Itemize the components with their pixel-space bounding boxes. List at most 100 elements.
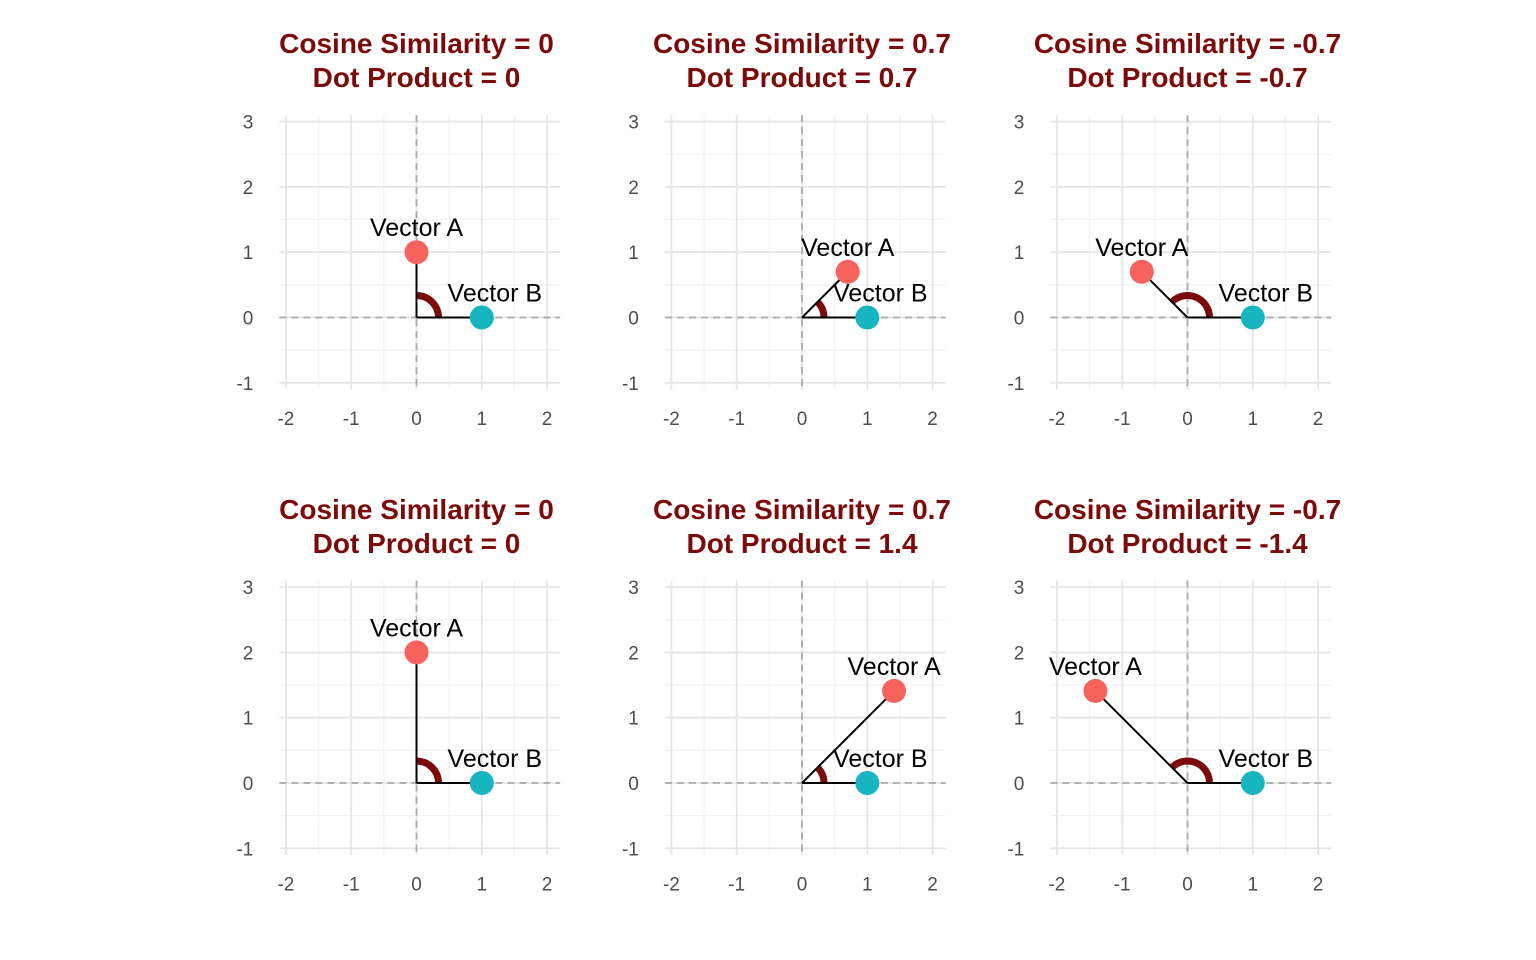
y-tick-label: -1	[236, 839, 253, 860]
x-tick-label: 0	[411, 409, 422, 430]
y-tick-label: 0	[1014, 309, 1025, 330]
angle-arc	[416, 757, 442, 784]
vector-a-label: Vector A	[1095, 234, 1188, 262]
panel-subtitle: Dot Product = 0	[313, 62, 521, 93]
x-tick-label: 0	[1182, 874, 1193, 895]
x-tick-label: -2	[277, 874, 294, 895]
x-tick-label: 0	[797, 409, 808, 430]
y-tick-label: 3	[628, 113, 639, 134]
panel-1: -2 -1 0 1 2 3 2 1 0 -1 Vector A Vector B Cosine Simi…	[236, 28, 561, 430]
x-tick-label: 1	[477, 874, 488, 895]
x-tick-label: -1	[343, 874, 360, 895]
vector-a-point	[404, 240, 429, 265]
x-tick-label: -1	[728, 874, 745, 895]
x-tick-label: 1	[1248, 409, 1259, 430]
vector-a-point	[404, 640, 429, 665]
y-tick-label: 0	[1014, 774, 1025, 795]
y-tick-label: 0	[628, 774, 639, 795]
vector-b-point	[855, 771, 880, 795]
y-tick-label: 2	[243, 643, 254, 664]
panel-title: Cosine Similarity = 0.7	[653, 28, 951, 59]
vector-b-label: Vector B	[833, 280, 928, 308]
y-tick-label: 3	[243, 113, 254, 134]
x-tick-label: 1	[862, 874, 873, 895]
y-tick-label: 0	[243, 774, 254, 795]
angle-arc	[416, 292, 442, 318]
y-tick-label: 2	[1014, 643, 1025, 664]
vector-a-label: Vector A	[370, 614, 463, 642]
panel-5: -2 -1 0 1 2 3 2 1 0 -1 Vector A Vector B Cosine Simi…	[622, 494, 951, 895]
x-tick-label: 0	[797, 874, 808, 895]
x-tick-label: 2	[1313, 874, 1324, 895]
panel-4: -2 -1 0 1 2 3 2 1 0 -1 Vector A Vector B Cosine Simi…	[236, 494, 561, 895]
vector-b-point	[855, 305, 880, 330]
x-tick-label: -2	[1048, 409, 1065, 430]
panel-title: Cosine Similarity = -0.7	[1034, 28, 1341, 59]
panel-6: -2 -1 0 1 2 3 2 1 0 -1 Vector A Vector B Cosine Simi…	[1007, 494, 1341, 895]
x-tick-label: -2	[277, 409, 294, 430]
x-tick-label: 0	[411, 874, 422, 895]
x-tick-label: -2	[663, 874, 680, 895]
vector-a-point	[1129, 259, 1154, 284]
angle-arc	[814, 299, 828, 318]
y-tick-label: 1	[628, 243, 639, 264]
y-tick-label: 3	[1014, 578, 1025, 599]
vector-b-label: Vector B	[448, 745, 543, 773]
angle-arc	[1169, 757, 1213, 784]
x-tick-label: 1	[477, 409, 488, 430]
x-tick-label: -2	[1048, 874, 1065, 895]
y-tick-label: 2	[1014, 178, 1025, 199]
x-tick-label: 2	[1313, 409, 1324, 430]
y-tick-label: 2	[243, 178, 254, 199]
y-tick-label: 1	[628, 709, 639, 730]
x-tick-label: -1	[1114, 409, 1131, 430]
y-tick-label: 3	[243, 578, 254, 599]
vector-a-label: Vector A	[1049, 653, 1142, 681]
vector-a-point	[1083, 678, 1108, 703]
x-tick-label: 0	[1182, 409, 1193, 430]
vector-a-point	[835, 259, 860, 284]
vector-a-label: Vector A	[848, 653, 941, 681]
x-tick-label: 1	[862, 409, 873, 430]
y-tick-label: 3	[628, 578, 639, 599]
y-tick-label: 2	[628, 643, 639, 664]
panel-subtitle: Dot Product = 0	[313, 528, 521, 559]
vector-b-label: Vector B	[833, 745, 928, 773]
angle-arc	[814, 764, 828, 784]
y-tick-label: 1	[1014, 243, 1025, 264]
panel-2: -2 -1 0 1 2 3 2 1 0 -1 Vector A Vector B Cosine Simi…	[622, 28, 951, 430]
vector-a-point	[882, 678, 907, 703]
y-tick-label: -1	[1007, 839, 1024, 860]
x-tick-label: -1	[343, 409, 360, 430]
vector-b-label: Vector B	[448, 280, 543, 308]
x-tick-label: 1	[1248, 874, 1259, 895]
y-tick-label: -1	[236, 374, 253, 395]
vector-b-point	[469, 771, 494, 795]
y-tick-label: -1	[622, 374, 639, 395]
panel-title: Cosine Similarity = 0	[279, 494, 554, 525]
y-tick-label: 2	[628, 178, 639, 199]
x-tick-label: 2	[542, 874, 553, 895]
angle-arc	[1169, 292, 1213, 318]
vector-b-label: Vector B	[1219, 280, 1314, 308]
panel-subtitle: Dot Product = -1.4	[1067, 528, 1308, 559]
vector-b-point	[1240, 305, 1265, 330]
y-tick-label: -1	[1007, 374, 1024, 395]
vector-a-segment	[1094, 690, 1189, 784]
vector-a-segment	[801, 690, 895, 784]
x-tick-label: 2	[542, 409, 553, 430]
panel-title: Cosine Similarity = -0.7	[1034, 494, 1341, 525]
panel-subtitle: Dot Product = 1.4	[686, 528, 917, 559]
panel-title: Cosine Similarity = 0	[279, 28, 554, 59]
vector-b-point	[469, 305, 494, 330]
x-tick-label: 2	[927, 409, 938, 430]
x-tick-label: -1	[728, 409, 745, 430]
vector-a-label: Vector A	[370, 214, 463, 242]
x-tick-label: -1	[1114, 874, 1131, 895]
x-tick-label: 2	[927, 874, 938, 895]
panel-title: Cosine Similarity = 0.7	[653, 494, 951, 525]
x-tick-label: -2	[663, 409, 680, 430]
vector-b-label: Vector B	[1219, 745, 1314, 773]
